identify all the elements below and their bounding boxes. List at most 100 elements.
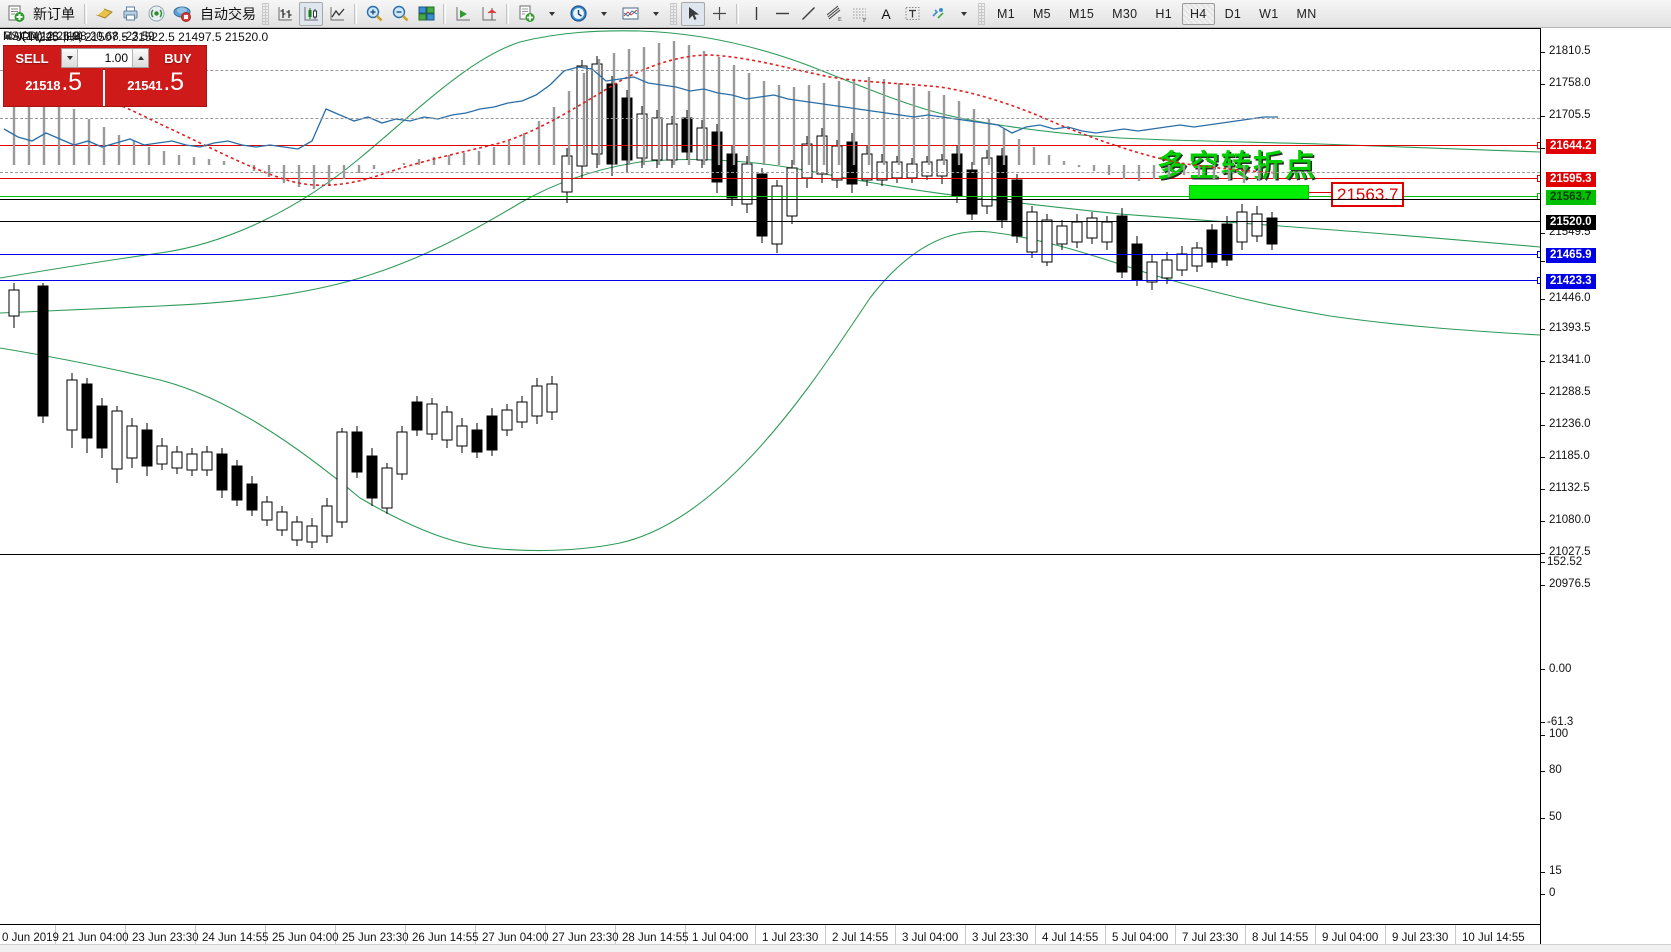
text-label-icon[interactable] [900,2,924,26]
time-divider [405,925,406,952]
scale-tick [1541,521,1545,522]
one-click-trading-panel[interactable]: SELL 1.00 BUY 21518.5 21541.5 [3,45,207,107]
chevron-up-icon [137,56,144,60]
highlight-rectangle[interactable] [1189,185,1309,199]
trade-panel-header: SELL 1.00 BUY [4,46,206,70]
new-order-label[interactable]: 新订单 [29,2,79,26]
cursor-icon[interactable] [681,1,705,26]
auto-scroll-icon[interactable] [451,2,475,26]
level-badge-21563[interactable]: 21563.7 [1546,190,1596,205]
line-handle[interactable] [1537,175,1540,182]
price-scale-label: 21080.0 [1549,514,1591,526]
time-divider [195,925,196,952]
price-pane[interactable]: 多空转折点 21563.7 [0,28,1540,555]
level-badge-21465[interactable]: 21465.9 [1546,248,1596,263]
scale-tick [1541,361,1545,362]
support-line-21423[interactable] [0,277,1540,284]
level-badge-21595[interactable]: 21595.3 [1546,172,1596,187]
text-icon[interactable]: A [874,2,898,26]
volume-input[interactable]: 1.00 [78,49,132,67]
trendline-icon[interactable] [796,2,820,26]
new-order-icon[interactable] [3,2,27,26]
candlestick-chart-icon[interactable] [299,1,323,26]
vertical-line-icon[interactable] [744,2,768,26]
sell-button-label[interactable]: SELL [15,50,49,66]
timeframe-h4[interactable]: H4 [1181,2,1215,25]
templates-icon[interactable] [514,2,538,26]
level-badge-21644[interactable]: 21644.2 [1546,139,1596,154]
zoom-out-icon[interactable] [388,2,412,26]
time-divider [1315,925,1316,952]
line-handle[interactable] [1537,142,1540,149]
main-toolbar: 新订单 [0,0,1671,28]
time-tick-label: 3 Jul 23:30 [972,932,1029,944]
scale-tick [1541,393,1545,394]
sell-price-button[interactable]: 21518.5 [4,70,105,106]
level-badge-21423[interactable]: 21423.3 [1546,274,1596,289]
tile-windows-icon[interactable] [414,2,438,26]
print-icon[interactable] [118,2,142,26]
objects-icon[interactable] [926,2,950,26]
indicators-dropdown-arrow[interactable] [644,2,668,26]
timeframe-h1[interactable]: H1 [1155,6,1172,21]
toolbar-grip[interactable] [262,2,269,25]
current-price-badge[interactable]: 21520.0 [1546,215,1596,230]
new-order-text: 新订单 [33,5,75,22]
signals-icon[interactable] [144,2,168,26]
chart-container[interactable]: 多空转折点 21563.7 MACD(12,26,9) -20.68 -23.5… [0,28,1671,952]
time-divider [1035,925,1036,952]
volume-increase-button[interactable] [132,49,148,67]
autotrade-label[interactable]: 自动交易 [196,2,260,26]
period-dropdown-arrow[interactable] [592,2,616,26]
timeframe-w1[interactable]: W1 [1259,6,1279,21]
indicators-icon[interactable] [618,2,642,26]
buy-button-label[interactable]: BUY [164,50,192,66]
line-handle[interactable] [1537,251,1540,258]
timeframe-d1[interactable]: D1 [1224,6,1242,21]
line-handle[interactable] [1537,277,1540,284]
symbol-ohlc-line: JPN225-,H4 21507.5 21522.5 21497.5 21520… [4,30,268,44]
bar-chart-icon[interactable] [273,2,297,26]
volume-stepper[interactable]: 1.00 [61,48,149,68]
timeframe-mn[interactable]: MN [1296,6,1317,21]
autotrade-text: 自动交易 [200,5,256,22]
sell-price-decimal: .5 [61,68,82,96]
macd-pane[interactable]: MACD(12,26,9) -20.68 -23.59 [0,28,1540,200]
svg-text:E: E [838,17,842,23]
templates-dropdown-arrow[interactable] [540,2,564,26]
volume-decrease-button[interactable] [62,49,78,67]
scale-tick [1541,425,1545,426]
crosshair-icon[interactable] [707,2,731,26]
period-icon[interactable] [566,2,590,26]
resistance-line-21644[interactable] [0,142,1540,149]
timeframe-m30[interactable]: M30 [1112,6,1138,21]
chart-shift-icon[interactable] [477,2,501,26]
objects-dropdown-arrow[interactable] [952,2,976,26]
scale-tick [1541,872,1545,873]
timeframe-m15[interactable]: M15 [1068,6,1095,21]
toolbar-grip-2[interactable] [670,2,677,25]
timeframe-m1[interactable]: M1 [997,6,1015,21]
support-line-21465[interactable] [0,251,1540,258]
time-tick-label: 27 Jun 23:30 [552,932,619,944]
buy-price-button[interactable]: 21541.5 [105,70,206,106]
autotrade-icon[interactable] [170,2,194,26]
scale-tick [1541,148,1545,149]
price-scale-label: 21758.0 [1549,77,1591,89]
horizontal-line-icon[interactable] [770,2,794,26]
history-icon[interactable] [92,2,116,26]
time-divider [265,925,266,952]
timeframe-m5[interactable]: M5 [1032,6,1051,21]
fibonacci-icon[interactable]: E [822,2,846,26]
price-scale[interactable]: 21810.5 21758.0 21705.5 21654.5 21549.5 … [1540,28,1671,952]
rsi-pane[interactable]: RSI(14) 48.1188 [0,28,1540,222]
zoom-in-icon[interactable] [362,2,386,26]
line-chart-icon[interactable] [325,2,349,26]
price-scale-label: 21236.0 [1549,418,1591,430]
time-tick-label: 9 Jul 23:30 [1392,932,1449,944]
collapse-triangle-icon[interactable] [4,34,12,39]
channel-icon[interactable]: F [848,2,872,26]
resistance-line-21595[interactable] [0,175,1540,182]
price-scale-label: 21705.5 [1549,109,1591,121]
toolbar-grip-3[interactable] [978,2,985,25]
